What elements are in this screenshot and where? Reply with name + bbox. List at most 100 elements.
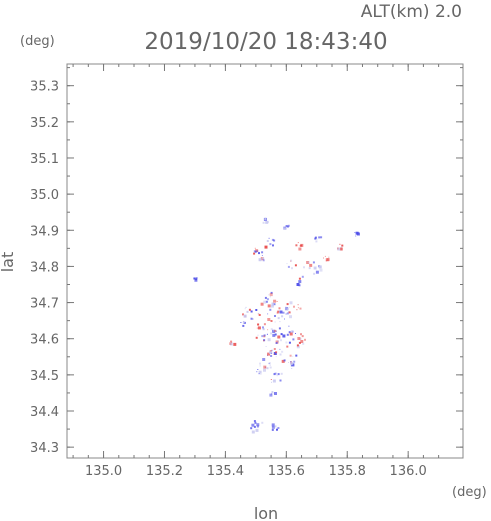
echo-pixel [290, 361, 293, 365]
echo-pixel [273, 239, 276, 242]
echo-pixel [258, 370, 262, 374]
echo-pixel [291, 267, 293, 270]
y-tick-label: 35.0 [30, 188, 59, 203]
echo-pixel [303, 266, 305, 269]
echo-pixel [289, 354, 292, 357]
echo-pixel [269, 308, 272, 311]
echo-pixel [280, 339, 282, 342]
echo-pixel [263, 339, 266, 342]
echo-pixel [262, 257, 265, 260]
echo-pixel [233, 342, 237, 346]
echo-pixel [323, 257, 324, 259]
echo-pixel [274, 425, 277, 428]
echo-pixel [297, 242, 299, 244]
echo-pixel [301, 335, 304, 338]
echo-pixel [292, 338, 295, 341]
echo-pixel [261, 255, 263, 256]
echo-pixel [289, 306, 290, 308]
echo-pixel [290, 365, 292, 367]
echo-pixel [256, 250, 259, 253]
echo-pixel [254, 421, 257, 424]
echo-pixel [286, 345, 289, 348]
echo-pixel [251, 318, 254, 320]
echo-pixel [281, 359, 285, 363]
echo-pixel [275, 342, 277, 344]
echo-pixel [265, 346, 267, 347]
y-tick-label: 34.5 [30, 369, 59, 384]
echo-pixel [298, 280, 302, 284]
echo-pixel [308, 267, 311, 270]
echo-pixel [279, 321, 281, 323]
echo-pixel [288, 311, 291, 314]
echo-pixel [295, 354, 298, 357]
echo-pixel [313, 272, 316, 275]
echo-pixel [277, 335, 281, 339]
echo-pixel [285, 341, 288, 344]
echo-pixel [269, 364, 271, 366]
echo-pixel [268, 237, 270, 239]
echo-pixel [300, 244, 303, 247]
echo-pixel [260, 374, 262, 375]
echo-pixel [275, 356, 277, 358]
echo-pixel [293, 305, 295, 308]
echo-pixel [253, 420, 256, 422]
echo-pixel [230, 340, 233, 343]
echo-pixel [341, 246, 343, 248]
echo-pixel [298, 277, 301, 280]
echo-pixel [339, 243, 341, 245]
echo-pixel [242, 321, 245, 324]
echo-pixel [316, 238, 318, 240]
echo-pixel [302, 342, 305, 345]
echo-pixel [328, 256, 330, 258]
timestamp-title: 2019/10/20 18:43:40 [144, 29, 387, 55]
echo-pixel [341, 244, 344, 247]
echo-pixel [299, 307, 302, 310]
echo-pixel [320, 236, 323, 239]
echo-pixel [274, 372, 277, 375]
echo-pixel [297, 337, 301, 340]
echo-pixel [268, 363, 270, 365]
echo-pixel [290, 259, 293, 262]
y-tick-label: 35.2 [30, 116, 59, 131]
echo-pixel [326, 258, 330, 262]
echo-pixel [299, 245, 301, 247]
echo-pixel [270, 328, 273, 331]
echo-pixel [253, 252, 256, 255]
echo-pixel [257, 334, 259, 336]
echo-pixel [283, 359, 286, 362]
y-tick-label: 35.3 [30, 80, 59, 95]
echo-pixel [279, 353, 282, 356]
echo-pixel [286, 303, 289, 306]
echo-pixel [325, 260, 327, 262]
echo-pixel [273, 348, 276, 350]
echo-pixel [288, 341, 291, 344]
echo-pixel [278, 327, 281, 330]
echo-pixel [250, 310, 253, 313]
echo-pixel [262, 221, 265, 224]
echo-pixel [267, 352, 271, 356]
echo-pixel [288, 362, 289, 363]
echo-pixel [269, 393, 273, 397]
echo-pixel [272, 391, 273, 393]
echo-pixel [243, 314, 247, 318]
echo-pixel [298, 247, 302, 251]
echo-pixel [242, 313, 244, 316]
echo-pixel [284, 227, 287, 230]
echo-pixel [277, 310, 280, 313]
echo-pixel [259, 365, 261, 367]
altitude-label: ALT(km) 2.0 [361, 2, 462, 22]
echo-pixel [266, 298, 269, 301]
echo-pixel [263, 368, 266, 372]
echo-pixel [253, 425, 256, 428]
echo-pixel [254, 250, 257, 253]
echo-pixel [298, 341, 301, 344]
echo-pixel [259, 362, 261, 365]
echo-pixel [262, 358, 266, 361]
echo-pixel [271, 423, 275, 427]
echo-pixel [295, 244, 298, 247]
echo-pixel [258, 252, 260, 255]
echo-pixel [257, 369, 259, 370]
echo-pixel [288, 325, 290, 327]
echo-pixel [286, 333, 289, 336]
echo-pixel [282, 334, 286, 338]
